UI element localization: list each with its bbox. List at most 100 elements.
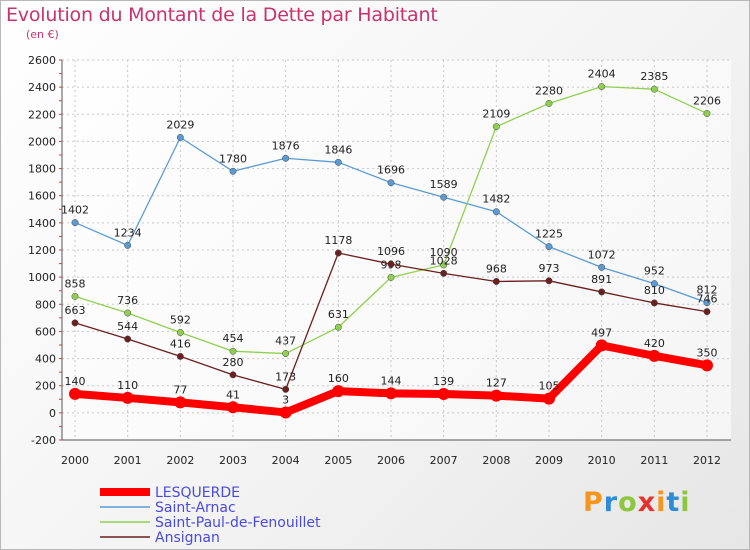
data-label: 1589 — [430, 178, 458, 191]
data-point — [71, 219, 79, 227]
x-tick-label: 2007 — [430, 454, 458, 467]
y-tick-label: -200 — [31, 434, 56, 447]
proxiti-logo: Proxiti — [583, 487, 691, 518]
data-point — [174, 396, 187, 409]
data-point — [387, 260, 395, 268]
data-point — [176, 134, 184, 141]
y-tick-label: 800 — [35, 298, 56, 311]
data-point — [176, 329, 184, 336]
y-tick-label: 2000 — [28, 135, 56, 148]
x-tick-label: 2012 — [693, 454, 721, 467]
data-label: 1072 — [588, 248, 616, 261]
data-label: 1876 — [272, 139, 300, 152]
data-label: 77 — [173, 383, 187, 396]
data-label: 280 — [223, 356, 244, 369]
data-label: 2029 — [166, 118, 194, 131]
data-label: 3 — [282, 393, 289, 406]
data-label: 1846 — [324, 143, 352, 156]
x-tick-label: 2009 — [535, 454, 563, 467]
data-point — [650, 85, 658, 93]
data-label: 1780 — [219, 152, 247, 165]
logo-letter: P — [583, 487, 604, 518]
data-point — [279, 406, 292, 419]
data-label: 420 — [644, 337, 665, 350]
y-tick-label: 1800 — [28, 163, 56, 176]
data-label: 2404 — [588, 68, 616, 81]
data-point — [492, 123, 500, 131]
data-point — [387, 273, 395, 281]
data-point — [229, 371, 237, 379]
data-label: 2280 — [535, 84, 563, 97]
data-point — [124, 241, 132, 249]
logo-letter: o — [618, 487, 638, 518]
y-tick-label: 1200 — [28, 244, 56, 257]
data-point — [282, 154, 290, 162]
data-point — [440, 193, 448, 201]
data-label: 127 — [486, 377, 507, 390]
data-point — [334, 249, 342, 257]
data-point — [385, 387, 397, 400]
data-point — [124, 335, 132, 343]
x-tick-label: 2000 — [61, 454, 89, 467]
legend-label: LESQUERDE — [155, 485, 240, 501]
data-label: 812 — [697, 284, 718, 297]
data-point — [595, 339, 608, 352]
data-label: 592 — [170, 314, 191, 327]
data-point — [440, 269, 448, 277]
data-label: 160 — [328, 372, 349, 385]
y-tick-label: 200 — [35, 380, 56, 393]
y-tick-label: 1600 — [28, 190, 56, 203]
data-label: 2109 — [482, 108, 510, 121]
data-label: 105 — [539, 380, 560, 393]
data-point — [440, 261, 448, 269]
data-label: 1402 — [61, 204, 89, 217]
data-point — [492, 208, 500, 216]
data-point — [71, 292, 79, 300]
x-tick-label: 2004 — [272, 454, 300, 467]
logo-letter: i — [656, 487, 667, 518]
data-point — [701, 359, 713, 372]
data-point — [545, 99, 553, 107]
data-label: 810 — [644, 284, 665, 297]
data-label: 454 — [223, 332, 244, 345]
data-point — [332, 385, 345, 398]
data-label: 663 — [65, 304, 86, 317]
data-point — [121, 391, 134, 404]
x-tick-label: 2011 — [640, 454, 668, 467]
x-tick-label: 2005 — [324, 454, 352, 467]
data-point — [492, 278, 500, 285]
data-label: 140 — [65, 375, 86, 388]
logo-letter: x — [637, 487, 657, 518]
data-label: 416 — [170, 337, 191, 350]
data-point — [703, 299, 711, 307]
data-point — [124, 309, 132, 317]
data-point — [282, 350, 290, 357]
data-label: 891 — [591, 273, 612, 286]
data-label: 350 — [697, 346, 718, 359]
data-point — [490, 389, 503, 402]
y-tick-label: 2600 — [28, 54, 56, 67]
data-label: 1234 — [114, 226, 142, 239]
data-point — [282, 385, 290, 393]
data-label: 437 — [275, 335, 296, 348]
chart-subtitle: (en €) — [26, 28, 59, 41]
data-label: 2385 — [640, 70, 668, 83]
data-label: 736 — [117, 294, 138, 307]
data-label: 746 — [697, 293, 718, 306]
data-point — [650, 299, 658, 307]
data-label: 952 — [644, 265, 665, 278]
y-tick-label: 400 — [35, 353, 56, 366]
data-point — [176, 352, 184, 360]
data-label: 1096 — [377, 245, 405, 258]
data-point — [229, 167, 237, 175]
data-point — [545, 277, 553, 285]
logo-letter: r — [603, 487, 619, 518]
data-label: 858 — [65, 277, 86, 290]
data-point — [229, 347, 237, 355]
data-label: 973 — [539, 262, 560, 275]
y-tick-label: 600 — [35, 325, 56, 338]
logo-letter: i — [680, 487, 691, 518]
data-point — [648, 349, 661, 362]
data-point — [598, 263, 606, 271]
